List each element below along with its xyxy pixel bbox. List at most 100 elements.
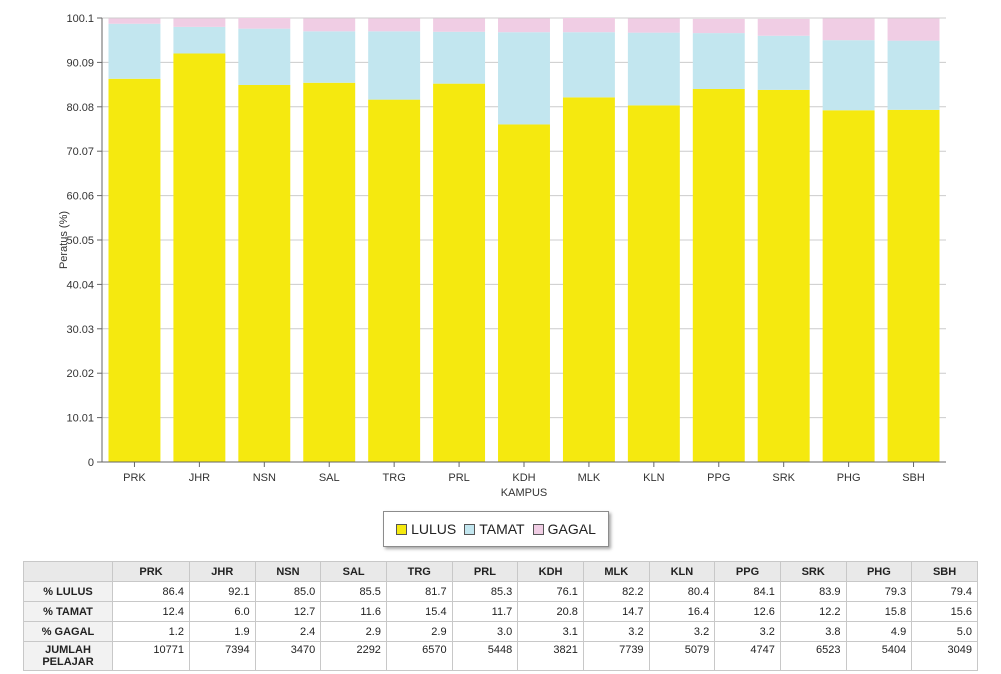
table-cell: 2.4 [254, 621, 322, 642]
table-cell: 15.6 [911, 601, 978, 622]
legend-label-tamat: TAMAT [479, 521, 525, 537]
bar-tamat-nsn [238, 28, 291, 85]
legend-swatch-gagal [532, 523, 544, 535]
table-column-header: SRK [779, 561, 847, 582]
table-cell: 15.8 [845, 601, 913, 622]
bar-lulus-prk [108, 78, 161, 462]
table-cell: 6570 [385, 641, 453, 671]
bar-tamat-kdh [498, 32, 550, 125]
table-cell: 12.2 [779, 601, 847, 622]
table-cell: 92.1 [188, 581, 256, 602]
y-tick-label: 80.08 [66, 102, 94, 114]
bar-gagal-srk [757, 18, 810, 36]
legend-item-gagal: GAGAL [532, 521, 596, 537]
bar-lulus-trg [368, 99, 421, 463]
x-tick-label: PPG [707, 472, 730, 484]
legend-item-lulus: LULUS [396, 521, 456, 537]
bar-lulus-kln [627, 105, 680, 463]
bar-lulus-jhr [173, 53, 226, 462]
x-tick-label: JHR [189, 472, 210, 484]
bar-tamat-prl [433, 31, 486, 84]
y-tick-label: 10.01 [66, 413, 94, 425]
table-column-header: PPG [714, 561, 781, 582]
table-cell: 85.5 [320, 581, 387, 602]
table-column-header: MLK [582, 561, 650, 582]
table-cell: 11.7 [451, 601, 519, 622]
bar-tamat-phg [822, 40, 875, 111]
table-column-header: NSN [254, 561, 322, 582]
bar-gagal-kln [627, 18, 680, 33]
y-tick-label: 20.02 [66, 368, 94, 380]
table-column-header: PRL [451, 561, 519, 582]
table-cell: 5448 [451, 641, 519, 671]
bar-tamat-kln [627, 32, 680, 106]
table-cell: 3.2 [714, 621, 781, 642]
table-cell: 3.0 [451, 621, 519, 642]
table-row: % LULUS 86.4 92.1 85.0 85.5 81.7 85.3 76.1 82.2 8… [23, 581, 978, 602]
table-column-header: JHR [188, 561, 256, 582]
bar-lulus-srk [757, 89, 810, 462]
bar-gagal-trg [368, 18, 421, 32]
table-cell: 81.7 [385, 581, 453, 602]
table-cell: 83.9 [779, 581, 847, 602]
x-tick-label: SRK [772, 472, 795, 484]
y-tick-label: 40.04 [66, 279, 94, 291]
bar-gagal-phg [822, 18, 875, 41]
y-tick-label: 70.07 [66, 146, 94, 158]
table-row: % TAMAT 12.4 6.0 12.7 11.6 15.4 11.7 20.8 14.7 16… [23, 601, 978, 622]
table-cell: 4.9 [845, 621, 913, 642]
y-tick-label: 0 [88, 457, 94, 469]
bar-tamat-ppg [692, 33, 745, 89]
table-cell: 14.7 [582, 601, 650, 622]
legend-label-gagal: GAGAL [547, 521, 596, 537]
bar-area [108, 18, 940, 463]
table-corner-cell [23, 561, 113, 582]
x-tick-label: MLK [578, 472, 601, 484]
table-cell: 16.4 [648, 601, 716, 622]
table-cell: 12.4 [112, 601, 190, 622]
table-cell: 3.2 [648, 621, 716, 642]
table-row-header: % LULUS [23, 581, 113, 602]
data-table: PRK JHR NSN SAL TRG PRL KDH MLK KLN PPG SRK PHG SBH … [23, 561, 978, 671]
table-cell: 3.8 [779, 621, 847, 642]
table-cell: 5.0 [911, 621, 978, 642]
x-tick-label: NSN [253, 472, 276, 484]
x-tick-label: PRK [123, 472, 146, 484]
bar-lulus-sal [303, 82, 356, 462]
table-cell: 7394 [188, 641, 256, 671]
bar-gagal-nsn [238, 18, 291, 29]
table-cell: 1.9 [188, 621, 256, 642]
table-cell: 84.1 [714, 581, 781, 602]
bar-gagal-prl [433, 18, 486, 32]
table-row: JUMLAH PELAJAR 10771 7394 3470 2292 6570 5448 38… [23, 641, 978, 671]
table-cell: 1.2 [112, 621, 190, 642]
bar-gagal-mlk [562, 18, 615, 33]
table-row-header: % GAGAL [23, 621, 113, 642]
table-column-header: KLN [648, 561, 716, 582]
table-cell: 2292 [320, 641, 387, 671]
y-tick-label: 30.03 [66, 324, 94, 336]
y-tick-label: 100.1 [66, 13, 94, 25]
table-cell: 79.4 [911, 581, 978, 602]
table-cell: 76.1 [517, 581, 584, 602]
y-tick-label: 50.05 [66, 235, 94, 247]
table-cell: 15.4 [385, 601, 453, 622]
table-cell: 12.7 [254, 601, 322, 622]
bar-gagal-kdh [498, 18, 550, 33]
table-cell: 3470 [254, 641, 322, 671]
table-cell: 3049 [911, 641, 978, 671]
table-cell: 86.4 [112, 581, 190, 602]
table-cell: 7739 [582, 641, 650, 671]
table-cell: 82.2 [582, 581, 650, 602]
x-tick-label: SBH [902, 472, 925, 484]
legend-label-lulus: LULUS [411, 521, 457, 537]
table-cell: 4747 [714, 641, 781, 671]
table-header-row: PRK JHR NSN SAL TRG PRL KDH MLK KLN PPG SRK PHG SBH [23, 561, 978, 582]
bar-tamat-jhr [173, 26, 226, 54]
x-tick-label: KLN [643, 472, 664, 484]
table-cell: 5079 [648, 641, 716, 671]
table-column-header: SAL [320, 561, 387, 582]
bar-lulus-nsn [238, 84, 291, 462]
bar-tamat-mlk [562, 32, 615, 98]
bar-lulus-ppg [692, 88, 745, 463]
